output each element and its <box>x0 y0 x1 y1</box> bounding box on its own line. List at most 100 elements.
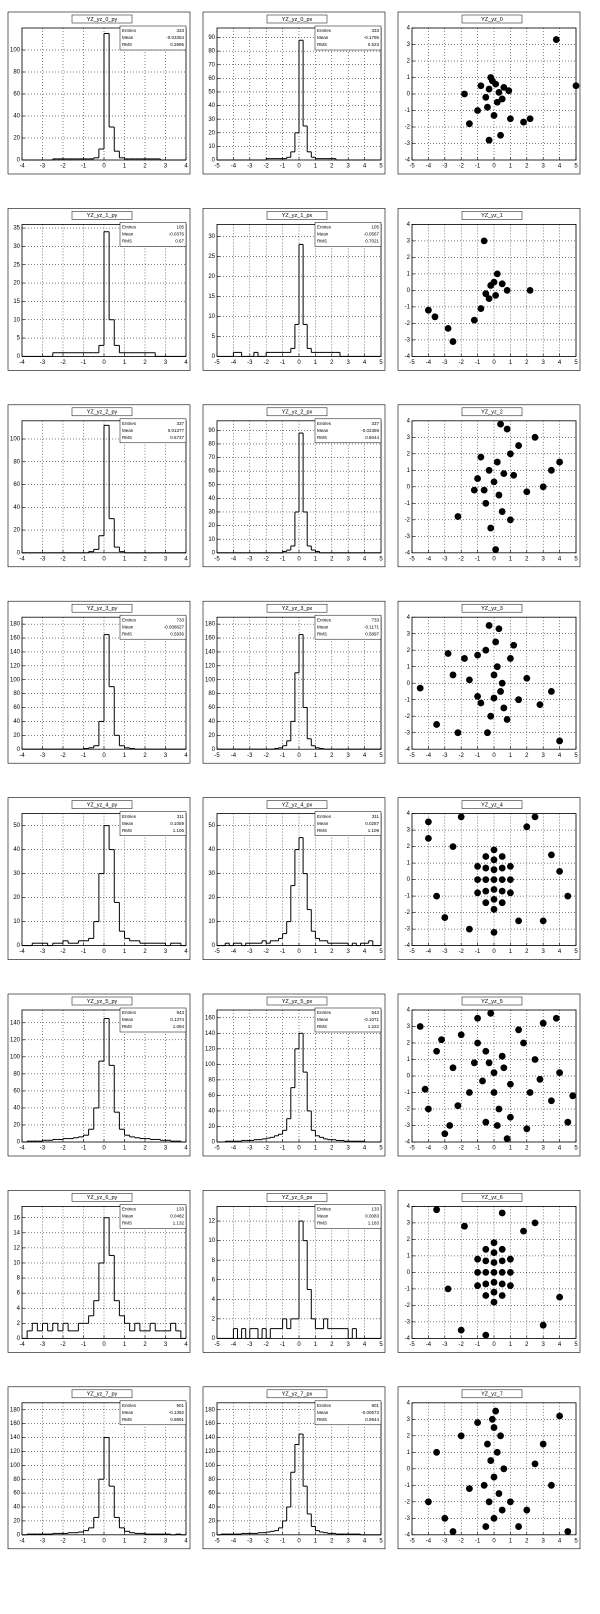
x-tick-label: 4 <box>363 164 367 170</box>
x-tick-label: 4 <box>558 1538 562 1544</box>
stats-value: 733 <box>371 617 379 622</box>
x-tick-label: 0 <box>102 164 106 170</box>
scatter-point <box>493 1122 501 1129</box>
stats-value: -0.008627 <box>164 624 185 629</box>
scatter-point <box>470 1059 478 1067</box>
x-tick-label: 0 <box>297 164 301 170</box>
panel: -5 -4 -3 -2 -1 0 1 2 3 4 5024681012YZ_yz_6_pxEntri… <box>202 1190 386 1353</box>
scatter-point <box>498 679 506 687</box>
y-tick-label: 1 <box>407 271 411 277</box>
y-tick-label: 140 <box>10 1020 21 1026</box>
scatter-point <box>490 1288 498 1296</box>
x-tick-label: -5 <box>214 1146 220 1152</box>
plot-frame <box>21 616 187 750</box>
x-tick-label: 2 <box>143 556 147 562</box>
stats-value: 337 <box>371 421 379 426</box>
scatter-point <box>515 442 522 449</box>
scatter-point <box>487 1457 495 1464</box>
scatter-point <box>564 1528 572 1535</box>
chart-title: YZ_yz_5 <box>481 999 503 1005</box>
y-tick-label: -1 <box>405 108 411 114</box>
x-tick-label: -3 <box>442 1538 448 1544</box>
y-tick-label: 0 <box>17 1336 21 1342</box>
x-tick-label: 0 <box>297 360 301 366</box>
y-tick-label: 140 <box>10 650 21 656</box>
plot-frame <box>216 223 382 357</box>
scatter-point <box>500 1064 508 1072</box>
stats-label: RMS <box>317 828 327 833</box>
x-tick-label: -1 <box>475 164 481 170</box>
x-tick-label: -4 <box>426 164 432 170</box>
y-tick-label: 10 <box>208 314 215 320</box>
scatter-point <box>482 646 490 654</box>
x-tick-label: 3 <box>347 1146 351 1152</box>
x-tick-label: 0 <box>297 949 301 955</box>
stats-value: 1.109 <box>368 828 380 833</box>
y-tick-label: 4 <box>17 1306 21 1312</box>
scatter-point <box>531 1219 539 1227</box>
y-tick-label: 50 <box>208 482 215 488</box>
scatter-point <box>457 1031 465 1039</box>
y-tick-label: 40 <box>13 505 20 511</box>
y-tick-label: -2 <box>405 321 411 327</box>
y-tick-label: -1 <box>405 697 411 703</box>
title-box <box>461 603 523 613</box>
x-tick-label: -2 <box>264 753 270 759</box>
panel: -5 -4 -3 -2 -1 0 1 2 3 4 5 0 20 40 60 80 100 120 140 160 YZ_… <box>202 993 386 1157</box>
stats-value: 311 <box>177 814 185 819</box>
y-tick-label: 5 <box>212 334 216 340</box>
x-tick-label: 2 <box>525 949 529 955</box>
scatter-point <box>556 737 563 745</box>
scatter-point <box>490 896 498 903</box>
panel: -5 -4 -3 -2 -1 0 1 2 3 4 501020304050YZ_yz_4_pxEnt… <box>202 797 386 960</box>
y-tick-label: 14 <box>13 1230 20 1236</box>
pad-frame <box>397 993 581 1157</box>
x-tick-label: 5 <box>574 1342 578 1348</box>
scatter-point <box>492 80 500 88</box>
x-tick-label: 1 <box>123 556 127 562</box>
x-tick-label: -2 <box>60 1538 66 1544</box>
x-tick-label: -4 <box>231 949 237 955</box>
stats-value: -0.03364 <box>166 35 184 40</box>
x-tick-label: 2 <box>143 164 147 170</box>
title-box <box>71 1193 133 1202</box>
y-tick-label: 0 <box>407 92 411 98</box>
y-tick-label: 20 <box>13 281 20 287</box>
x-tick-label: 2 <box>330 556 334 562</box>
stats-label: RMS <box>317 239 327 244</box>
pad-frame <box>7 797 191 960</box>
plot-frame <box>216 420 382 554</box>
x-tick-label: -4 <box>19 1146 25 1152</box>
x-tick-label: 5 <box>379 164 383 170</box>
title-box <box>461 800 523 809</box>
y-tick-label: 60 <box>13 705 20 711</box>
scatter-point <box>474 889 481 897</box>
x-tick-label: -5 <box>214 360 220 366</box>
title-box <box>461 14 523 24</box>
x-tick-label: -1 <box>280 1146 286 1152</box>
scatter-point <box>449 1064 457 1072</box>
x-tick-label: -4 <box>231 1342 237 1348</box>
stats-label: RMS <box>122 1221 132 1226</box>
x-tick-label: -5 <box>409 360 415 366</box>
scatter-point <box>441 1514 449 1522</box>
x-tick-label: 4 <box>363 556 367 562</box>
y-tick-label: 20 <box>208 1518 215 1524</box>
pad-frame <box>7 993 191 1157</box>
stats-label: Mean <box>122 35 134 40</box>
x-tick-label: 0 <box>492 949 496 955</box>
y-tick-label: 30 <box>13 244 20 250</box>
scatter-point <box>461 655 468 662</box>
panel: -5 -4 -3 -2 -1 0 1 2 3 4 5 0 20 40 60 80 100 120 140 160 180… <box>202 1386 386 1550</box>
x-tick-label: 1 <box>509 1538 513 1544</box>
scatter-point <box>500 704 508 712</box>
stats-label: RMS <box>122 1024 132 1029</box>
panel: -4 -3 -2 -1 0 1 2 3 4 0 5 10 15 20 25 30 35 YZ_yz_1_py Ent… <box>7 208 191 371</box>
scatter-point <box>490 1089 498 1096</box>
y-tick-label: 100 <box>10 1463 21 1469</box>
scatter-point <box>482 1245 490 1253</box>
scatter-point <box>449 1528 457 1535</box>
x-tick-label: -4 <box>19 949 25 955</box>
scatter-point <box>482 1331 490 1339</box>
